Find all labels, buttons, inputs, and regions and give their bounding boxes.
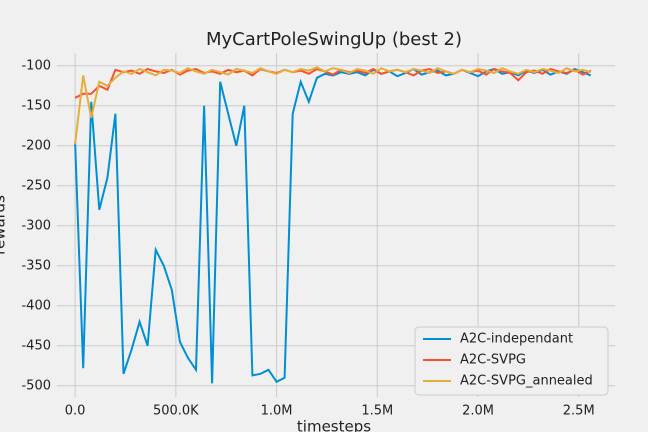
y-axis-label: rewards (0, 195, 9, 255)
x-tick-label: 500.0K (153, 404, 199, 419)
y-tick-label: -100 (21, 58, 51, 73)
y-tick-label: -250 (21, 178, 51, 193)
series-line (74, 66, 592, 145)
y-tick-label: -200 (21, 138, 51, 153)
y-tick-label: -450 (21, 338, 51, 353)
chart-title: MyCartPoleSwingUp (best 2) (206, 29, 462, 50)
legend-box (414, 326, 609, 396)
legend-label: A2C-independant (460, 332, 573, 347)
legend-label: A2C-SVPG_annealed (460, 374, 593, 389)
x-tick-label: 1.0M (261, 404, 293, 419)
y-tick-label: -150 (21, 98, 51, 113)
x-tick-label: 2.5M (563, 404, 595, 419)
x-tick-label: 0.0 (65, 404, 86, 419)
y-tick-label: -300 (21, 218, 51, 233)
legend: A2C-independant A2C-SVPG A2C-SVPG_annealed (414, 326, 609, 396)
x-tick-label: 1.5M (361, 404, 393, 419)
legend-label: A2C-SVPG (460, 353, 526, 368)
x-axis-label: timesteps (297, 418, 371, 432)
x-tick-label: 2.0M (462, 404, 494, 419)
y-tick-label: -350 (21, 258, 51, 273)
y-tick-label: -500 (21, 378, 51, 393)
y-tick-label: -400 (21, 298, 51, 313)
